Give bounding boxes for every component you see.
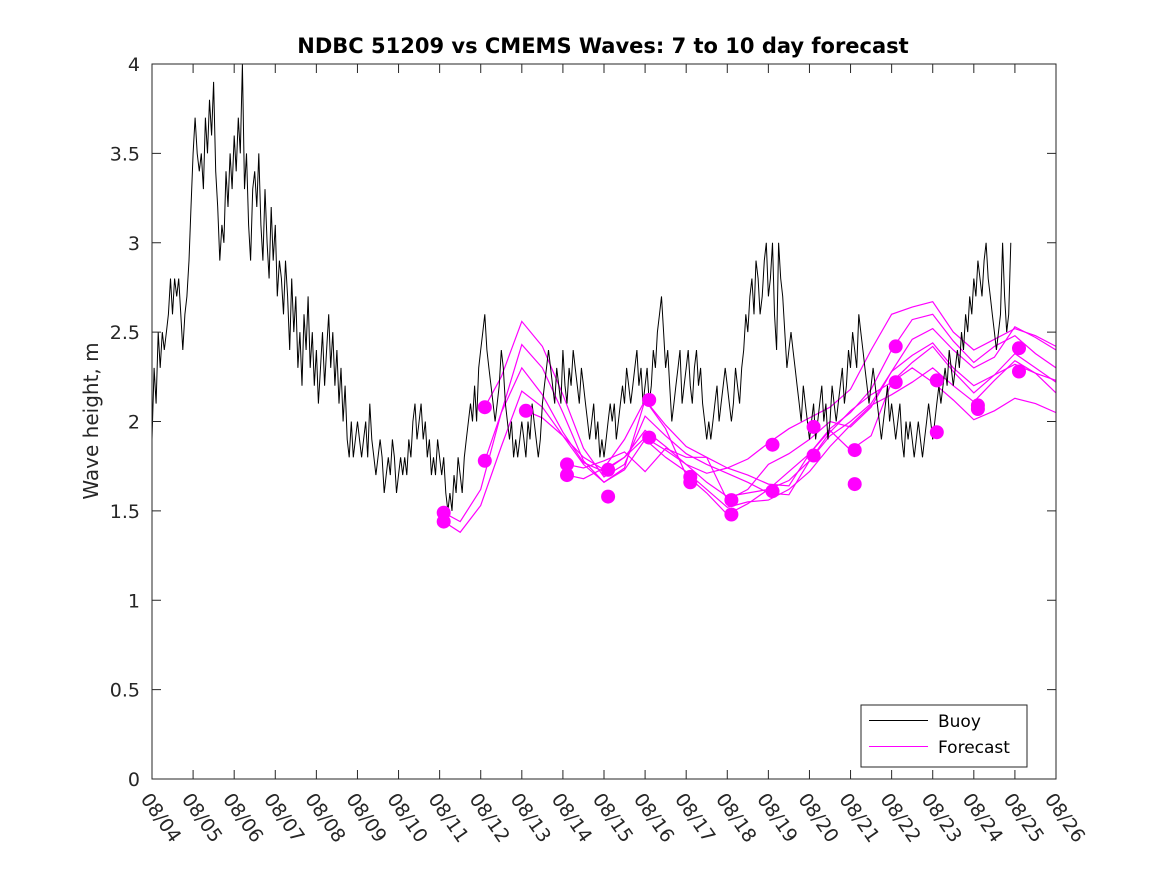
forecast-marker: [888, 375, 903, 390]
forecast-marker: [436, 514, 451, 529]
forecast-marker: [477, 453, 492, 468]
y-tick-label: 0.5: [110, 680, 140, 702]
series-group: [152, 64, 1056, 534]
chart-title: NDBC 51209 vs CMEMS Waves: 7 to 10 day f…: [297, 34, 908, 58]
forecast-marker: [642, 393, 657, 407]
forecast-marker: [806, 448, 821, 463]
legend-buoy-label: Buoy: [938, 712, 981, 732]
forecast-marker: [929, 425, 944, 440]
y-tick-label: 1.5: [110, 501, 140, 523]
forecast-marker: [1012, 341, 1026, 356]
forecast-marker: [642, 430, 657, 445]
forecast-marker: [683, 475, 698, 490]
legend: Buoy Forecast: [860, 704, 1028, 768]
y-tick-label: 2.5: [110, 322, 140, 344]
forecast-marker: [560, 457, 574, 472]
plot-area: [152, 64, 1056, 534]
forecast-marker: [518, 403, 533, 418]
forecast-line-2: [443, 345, 1056, 523]
forecast-marker: [765, 437, 780, 452]
forecast-marker: [724, 493, 739, 508]
y-tick-label: 0: [128, 769, 140, 791]
forecast-marker: [765, 484, 780, 499]
y-axis-label: Wave height, m: [79, 342, 103, 499]
y-tick-label: 2: [128, 412, 140, 434]
y-tick-label: 4: [128, 54, 140, 76]
forecast-marker: [929, 373, 944, 388]
forecast-marker: [1012, 364, 1026, 379]
forecast-marker: [847, 443, 862, 458]
forecast-marker: [888, 339, 903, 354]
forecast-marker: [601, 462, 616, 477]
forecast-marker: [601, 489, 616, 504]
legend-forecast-label: Forecast: [938, 738, 1010, 758]
forecast-marker: [724, 507, 739, 522]
legend-box: [860, 704, 1028, 768]
forecast-marker: [970, 402, 985, 416]
y-tick-label: 3.5: [110, 143, 140, 165]
buoy-line: [152, 64, 1012, 511]
forecast-marker: [560, 468, 574, 483]
y-tick-label: 3: [128, 233, 140, 255]
y-tick-label: 1: [128, 590, 140, 612]
forecast-marker: [806, 419, 821, 434]
forecast-marker: [477, 400, 492, 415]
forecast-marker: [847, 477, 862, 492]
